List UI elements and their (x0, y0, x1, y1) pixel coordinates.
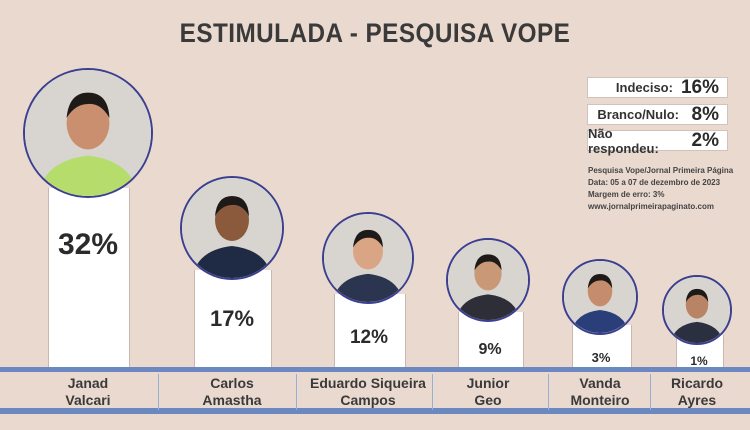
others-branco-nulo: Branco/Nulo: 8% (587, 104, 728, 125)
candidate-photo (322, 212, 414, 304)
margin-line: Margem de erro: 3% (588, 190, 665, 199)
candidate-name: Eduardo Siqueira Campos (310, 375, 426, 408)
candidate-photo (662, 275, 732, 345)
candidate-name: Carlos Amastha (202, 375, 262, 408)
others-value: 16% (680, 76, 719, 98)
candidate-name: Junior Geo (466, 375, 510, 408)
chart-title: ESTIMULADA - PESQUISA VOPE (179, 18, 571, 48)
value-label: 17% (209, 306, 255, 331)
candidate-photo (23, 68, 153, 198)
candidate-name: Ricardo Ayres (670, 375, 724, 408)
person-icon (664, 277, 730, 343)
column-divider (548, 374, 549, 410)
value-label: 3% (591, 349, 611, 365)
others-label: Indeciso: (615, 80, 673, 95)
source-line: Pesquisa Vope/Jornal Primeira Página (588, 166, 734, 175)
others-label: Não respondeu: (588, 125, 659, 156)
source-info: Pesquisa Vope/Jornal Primeira Página Dat… (588, 165, 733, 213)
date-line: Data: 05 a 07 de dezembro de 2023 (588, 178, 721, 187)
person-icon (324, 214, 412, 302)
column-divider (650, 374, 651, 410)
person-icon (564, 261, 636, 333)
website-line: www.jornalprimeirapaginato.com (588, 202, 714, 211)
value-label: 12% (349, 326, 389, 348)
others-nao-respondeu: Não respondeu: 2% (587, 126, 728, 156)
candidate-photo (446, 238, 530, 322)
candidate-name: Janad Valcari (65, 375, 111, 408)
column-divider (158, 374, 159, 410)
candidate-photo (562, 259, 638, 335)
person-icon (182, 178, 282, 278)
bar-1 (194, 270, 272, 367)
others-value: 2% (691, 129, 719, 151)
value-label: 32% (57, 228, 119, 261)
column-divider (296, 374, 297, 410)
value-label: 9% (478, 341, 502, 358)
bar-0 (48, 188, 130, 367)
others-indeciso: Indeciso: 16% (587, 77, 728, 98)
candidate-name: Vanda Monteiro (570, 375, 630, 408)
others-label: Branco/Nulo: (597, 107, 679, 122)
baseline-top (0, 367, 750, 372)
baseline-bottom (0, 408, 750, 414)
candidate-photo (180, 176, 284, 280)
column-divider (432, 374, 433, 410)
value-label: 1% (690, 354, 708, 368)
person-icon (25, 70, 151, 196)
bar-2 (334, 294, 406, 367)
others-value: 8% (691, 103, 719, 125)
person-icon (448, 240, 528, 320)
